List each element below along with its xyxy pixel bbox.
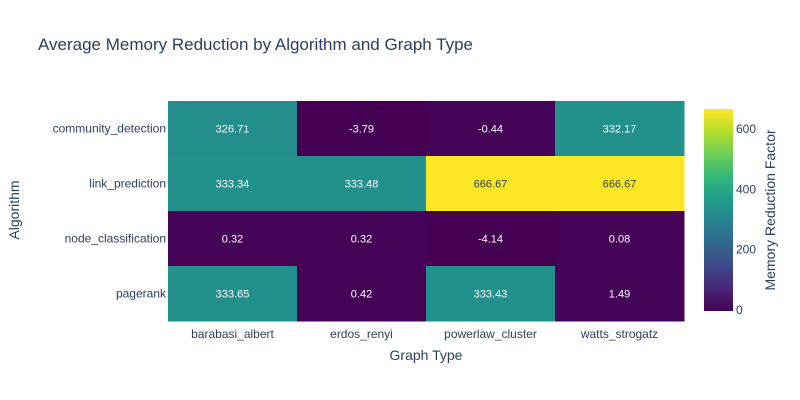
heatmap-cell [297,156,427,212]
cell-value-label: 666.67 [603,179,637,191]
colorbar-title: Memory Reduction Factor [762,129,778,290]
heatmap-cell [555,156,685,212]
colorbar-tick-label: 0 [736,303,743,317]
colorbar-tick-label: 200 [736,243,756,257]
cell-value-label: -0.44 [478,124,503,136]
y-tick-label: pagerank [116,287,167,301]
y-tick-label: node_classification [65,232,166,246]
cell-value-label: 333.48 [345,179,379,191]
colorbar [704,109,733,311]
cell-value-label: 333.34 [216,179,250,191]
cell-value-label: -4.14 [478,234,503,246]
heatmap-cell [555,211,685,267]
y-tick-label: community_detection [53,122,166,136]
cell-value-label: 666.67 [474,179,508,191]
heatmap-cell [168,211,298,267]
x-tick-label: watts_strogatz [580,327,658,341]
x-axis-title: Graph Type [390,347,463,363]
heatmap-cell [426,101,556,157]
heatmap-cell [168,266,298,322]
cell-value-label: -3.79 [349,124,374,136]
heatmap-cell [297,101,427,157]
cell-value-label: 0.42 [351,289,372,301]
cell-value-label: 332.17 [603,124,637,136]
cell-value-label: 326.71 [216,124,250,136]
x-tick-label: barabasi_albert [191,327,274,341]
cell-value-label: 333.65 [216,289,250,301]
chart-title: Average Memory Reduction by Algorithm an… [38,35,473,54]
y-tick-label: link_prediction [89,177,166,191]
heatmap-cell [297,211,427,267]
heatmap-cell [168,156,298,212]
heatmap-cell [168,101,298,157]
colorbar-tick-label: 400 [736,182,756,196]
cell-value-label: 1.49 [609,289,630,301]
heatmap-cell [426,211,556,267]
heatmap-cell [555,266,685,322]
colorbar-tick-label: 600 [736,122,756,136]
cell-value-label: 333.43 [474,289,508,301]
cell-value-label: 0.32 [351,234,372,246]
heatmap-cell [426,266,556,322]
heatmap-cell [426,156,556,212]
cell-value-label: 0.08 [609,234,630,246]
heatmap-cell [555,101,685,157]
x-tick-label: powerlaw_cluster [444,327,537,341]
y-axis-title: Algorithm [6,180,22,239]
heatmap-cell [297,266,427,322]
cell-value-label: 0.32 [222,234,243,246]
x-tick-label: erdos_renyi [330,327,393,341]
